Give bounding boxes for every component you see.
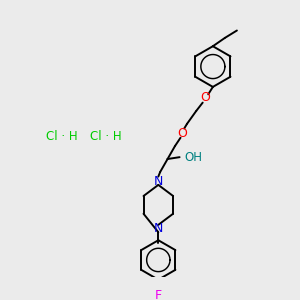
- Text: N: N: [154, 222, 163, 235]
- Text: Cl · H: Cl · H: [90, 130, 122, 143]
- Text: OH: OH: [184, 151, 202, 164]
- Text: O: O: [177, 127, 187, 140]
- Text: F: F: [155, 289, 162, 300]
- Text: O: O: [200, 92, 210, 104]
- Text: N: N: [154, 175, 163, 188]
- Text: Cl · H: Cl · H: [46, 130, 78, 143]
